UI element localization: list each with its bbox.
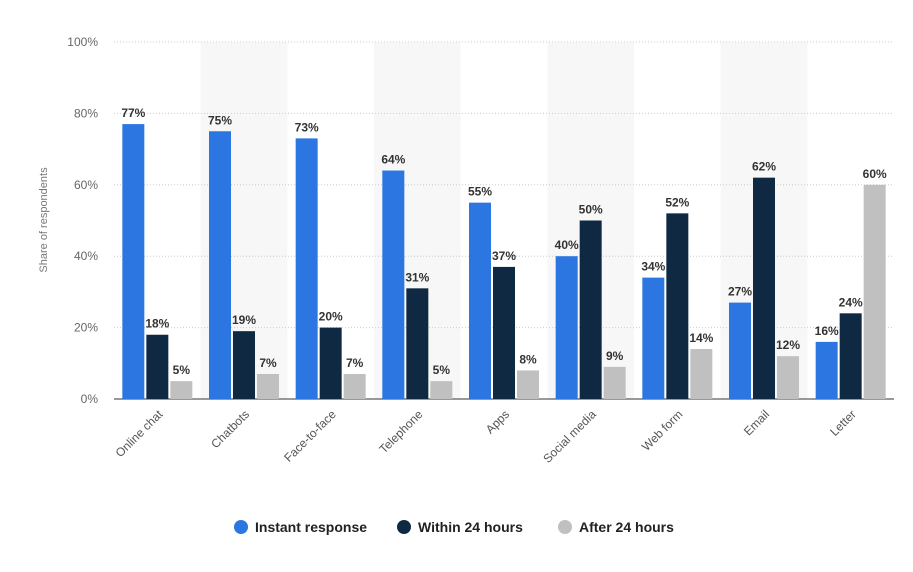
bar	[295, 138, 318, 399]
data-label: 20%	[319, 310, 343, 324]
bar	[257, 374, 279, 399]
data-label: 9%	[606, 349, 624, 363]
bar	[815, 341, 838, 399]
y-tick-label: 20%	[74, 321, 98, 335]
x-tick-label: Letter	[827, 407, 859, 439]
legend-item[interactable]: Instant response	[234, 519, 367, 535]
y-tick-label: 40%	[74, 249, 98, 263]
bar	[170, 381, 193, 399]
data-label: 60%	[863, 167, 887, 181]
bar	[319, 327, 342, 399]
data-label: 8%	[519, 352, 537, 366]
data-label: 64%	[381, 153, 405, 167]
x-tick-label: Face-to-face	[281, 407, 339, 465]
data-label: 34%	[641, 260, 665, 274]
data-label: 52%	[665, 195, 689, 209]
bar	[233, 331, 255, 399]
bar	[430, 381, 453, 399]
data-label: 50%	[579, 203, 603, 217]
data-label: 62%	[752, 160, 776, 174]
x-tick-label: Chatbots	[208, 407, 252, 451]
data-label: 19%	[232, 313, 256, 327]
y-tick-label: 0%	[81, 392, 99, 406]
data-label: 77%	[121, 106, 145, 120]
data-label: 5%	[173, 363, 191, 377]
bar	[469, 202, 491, 399]
bar	[209, 131, 231, 399]
x-tick-label: Telephone	[376, 407, 425, 456]
bar	[603, 366, 626, 399]
legend-label: Instant response	[255, 519, 367, 535]
x-tick-label: Online chat	[113, 407, 166, 460]
data-label: 24%	[839, 295, 863, 309]
bar	[863, 184, 886, 399]
bar	[146, 334, 169, 399]
bar	[729, 302, 751, 399]
x-tick-label: Social media	[540, 407, 599, 466]
data-label: 75%	[208, 113, 232, 127]
y-tick-label: 80%	[74, 106, 98, 120]
legend-label: Within 24 hours	[418, 519, 523, 535]
data-label: 27%	[728, 285, 752, 299]
bar	[555, 256, 578, 399]
y-tick-label: 100%	[67, 35, 98, 49]
bar	[493, 266, 515, 399]
bar	[777, 356, 799, 399]
data-label: 55%	[468, 185, 492, 199]
bar	[753, 177, 775, 399]
bar	[579, 220, 602, 399]
data-label: 16%	[815, 324, 839, 338]
bar	[642, 277, 665, 399]
bar	[839, 313, 862, 399]
y-tick-label: 60%	[74, 178, 98, 192]
bar	[406, 288, 429, 399]
data-label: 18%	[145, 317, 169, 331]
bar	[343, 374, 366, 399]
y-axis-title: Share of respondents	[38, 167, 50, 273]
bar	[382, 170, 405, 399]
bar	[517, 370, 539, 399]
bars	[122, 124, 886, 400]
x-tick-label: Email	[741, 407, 772, 438]
bar	[690, 349, 713, 399]
legend-marker	[558, 520, 572, 534]
data-label: 40%	[555, 238, 579, 252]
x-axis-ticks: Online chat Chatbots Face-to-face Telephone…	[113, 407, 859, 466]
legend-marker	[397, 520, 411, 534]
data-labels: 77% 18% 5% 75% 19% 7% 73% 20% 7% 64% 31% 5% 55% 37% 8%…	[121, 106, 887, 377]
y-axis-ticks: 0% 20% 40% 60% 80% 100%	[67, 35, 98, 406]
bar	[666, 213, 689, 399]
legend-label: After 24 hours	[579, 519, 674, 535]
data-label: 14%	[689, 331, 713, 345]
x-tick-label: Web form	[639, 407, 686, 454]
data-label: 7%	[346, 356, 364, 370]
x-tick-label: Apps	[483, 407, 512, 436]
data-label: 7%	[259, 356, 277, 370]
data-label: 31%	[405, 270, 429, 284]
legend: Instant response Within 24 hours After 24 …	[234, 519, 674, 535]
legend-marker	[234, 520, 248, 534]
data-label: 73%	[295, 120, 319, 134]
bar	[122, 124, 145, 400]
legend-item[interactable]: After 24 hours	[558, 519, 674, 535]
data-label: 5%	[433, 363, 451, 377]
data-label: 12%	[776, 338, 800, 352]
data-label: 37%	[492, 249, 516, 263]
legend-item[interactable]: Within 24 hours	[397, 519, 523, 535]
